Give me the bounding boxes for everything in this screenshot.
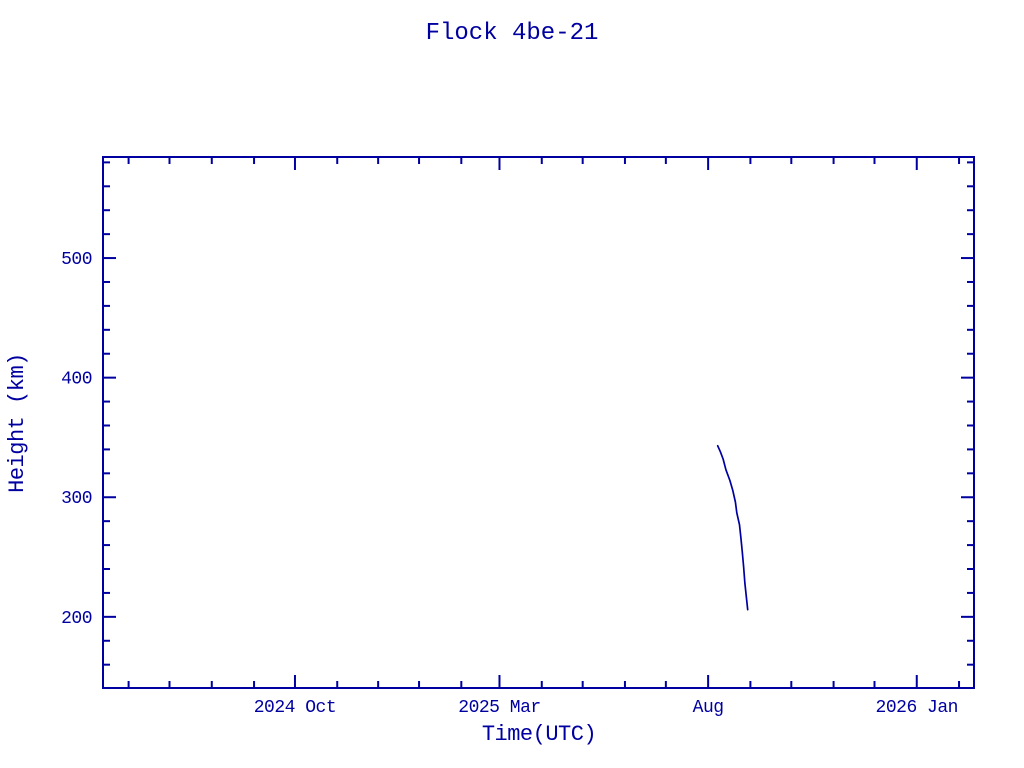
decay-curve: [716, 444, 749, 611]
y-tick-label: 200: [61, 609, 92, 629]
y-tick-label: 300: [61, 489, 92, 509]
x-axis-label: Time(UTC): [482, 722, 596, 747]
chart-title: Flock 4be-21: [426, 20, 599, 47]
y-axis-label: Height (km): [5, 353, 30, 493]
y-tick-label: 400: [61, 370, 92, 390]
x-tick-label: Aug: [693, 698, 724, 718]
x-tick-label: 2026 Jan: [876, 698, 958, 718]
y-tick-label: 500: [61, 250, 92, 270]
x-tick-labels: 2024 Oct 2025 Mar Aug 2026 Jan: [254, 698, 959, 718]
x-tick-label: 2024 Oct: [254, 698, 336, 718]
axes-frame: [102, 156, 975, 689]
x-tick-label: 2025 Mar: [458, 698, 540, 718]
y-tick-labels: 200 300 400 500: [61, 250, 92, 629]
